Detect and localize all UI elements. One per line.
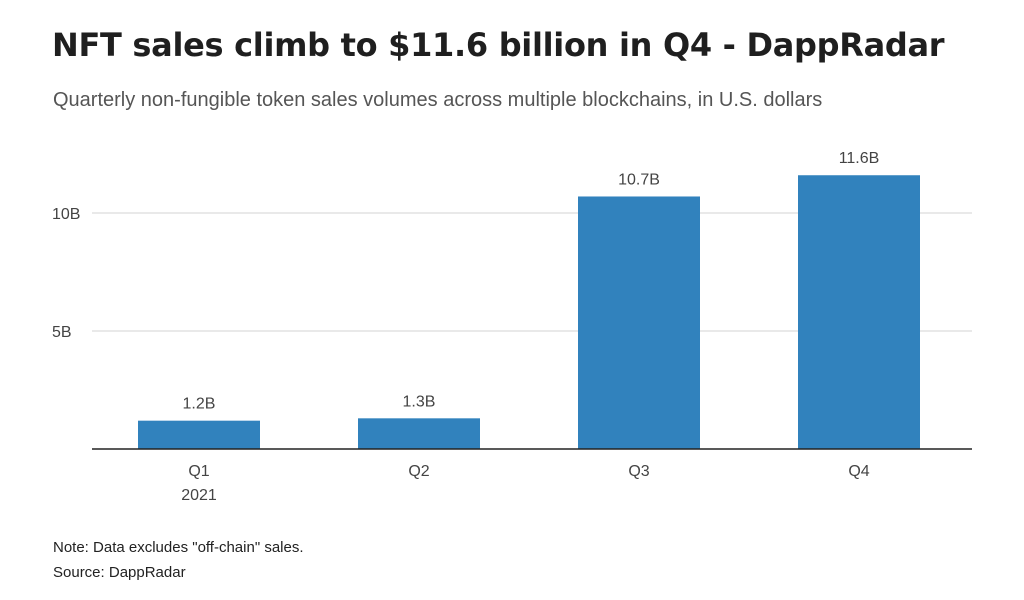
data-label: 10.7B — [618, 171, 660, 188]
bar-q3 — [578, 196, 700, 449]
bar-q4 — [798, 175, 920, 450]
chart-title: NFT sales climb to $11.6 billion in Q4 -… — [52, 26, 945, 64]
x-tick-sublabel: 2021 — [181, 487, 217, 504]
data-label: 1.2B — [183, 396, 216, 413]
chart-source: Source: DappRadar — [53, 564, 186, 581]
y-tick-label: 10B — [52, 206, 80, 223]
chart-note: Note: Data excludes "off-chain" sales. — [53, 539, 304, 556]
x-tick-label: Q3 — [628, 463, 649, 480]
bar-q1 — [138, 420, 260, 449]
bar-chart: 5B 10B 1.2B Q1 2021 1.3B Q2 10.7B Q3 11.6B Q4 — [52, 150, 972, 504]
x-tick-label: Q2 — [408, 463, 429, 480]
x-tick-label: Q4 — [848, 463, 869, 480]
data-label: 1.3B — [403, 393, 436, 410]
data-label: 11.6B — [839, 150, 880, 167]
y-tick-label: 5B — [52, 324, 72, 341]
x-tick-label: Q1 — [188, 463, 209, 480]
chart-subtitle: Quarterly non-fungible token sales volum… — [53, 89, 823, 111]
bar-q2 — [358, 418, 480, 449]
